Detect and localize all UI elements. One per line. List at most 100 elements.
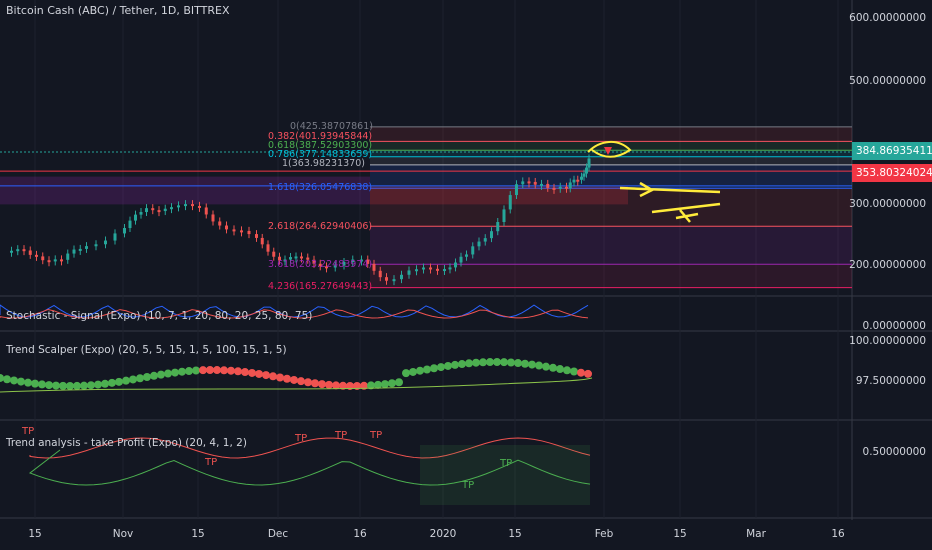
drawing-marker bbox=[604, 147, 612, 155]
red-box bbox=[370, 185, 628, 205]
candle-body bbox=[533, 181, 537, 185]
scalper-dot bbox=[472, 358, 480, 367]
scalper-dot bbox=[556, 365, 564, 374]
scalper-dot bbox=[304, 378, 312, 387]
scalper-dot bbox=[59, 381, 67, 390]
scalper-dot bbox=[171, 368, 179, 377]
scalper-dot bbox=[178, 367, 186, 376]
scalper-dot bbox=[528, 360, 536, 369]
date-label-10: 16 bbox=[831, 528, 845, 540]
scalper-dot bbox=[367, 381, 375, 390]
date-label-9: Mar bbox=[746, 528, 766, 540]
candle-body bbox=[294, 256, 298, 259]
candle-body bbox=[515, 184, 518, 196]
candle-body bbox=[400, 274, 403, 280]
scalper-dot bbox=[157, 370, 165, 379]
scalper-dot bbox=[332, 381, 340, 390]
candle-body bbox=[60, 259, 63, 262]
candle-body bbox=[312, 259, 316, 264]
scalper-dot bbox=[339, 381, 347, 390]
fib-label-8: 4.236(165.27649443) bbox=[268, 281, 373, 292]
candle-body bbox=[496, 222, 500, 232]
scalper-dot bbox=[66, 381, 74, 390]
scalper-dot bbox=[535, 361, 543, 370]
candle-body bbox=[204, 207, 208, 215]
scalper-dot bbox=[381, 380, 389, 389]
candle-body bbox=[218, 221, 222, 226]
scalper-dot bbox=[80, 381, 88, 390]
scalper-dot bbox=[514, 359, 522, 368]
candle-body bbox=[351, 259, 355, 263]
fib-label-7: 3.618(203.22483974) bbox=[268, 259, 373, 270]
candle-body bbox=[300, 256, 303, 259]
candle-body bbox=[527, 181, 531, 184]
fib-label-6: 2.618(264.62940406) bbox=[268, 221, 373, 232]
candle-body bbox=[580, 176, 583, 180]
date-label-8: 15 bbox=[673, 528, 687, 540]
candle-body bbox=[582, 173, 586, 177]
scalper-dot bbox=[129, 375, 137, 384]
candle-body bbox=[587, 158, 591, 168]
drawing-circle bbox=[587, 141, 632, 158]
candle-body bbox=[145, 208, 148, 213]
fib-zone-7 bbox=[370, 264, 852, 288]
candle-body bbox=[255, 234, 258, 238]
candle-body bbox=[448, 267, 452, 270]
date-label-7: Feb bbox=[594, 528, 614, 540]
price-label-600: 600.00000000 bbox=[849, 12, 926, 24]
candle-body bbox=[471, 246, 475, 255]
scalper-dot bbox=[451, 360, 459, 369]
scalper-dot bbox=[213, 366, 221, 375]
candle-body bbox=[85, 246, 88, 249]
candle-body bbox=[240, 230, 243, 233]
scalper-axis-top: 100.00000000 bbox=[849, 335, 926, 347]
candle-body bbox=[225, 225, 228, 230]
scalper-dot bbox=[584, 369, 592, 378]
scalper-dot bbox=[269, 372, 277, 381]
date-label-3: Dec bbox=[267, 528, 289, 540]
price-label-300: 300.00000000 bbox=[849, 198, 926, 210]
candle-body bbox=[318, 263, 322, 267]
analysis-green-zone bbox=[420, 445, 590, 505]
candle-body bbox=[325, 266, 328, 269]
scalper-dot bbox=[38, 380, 46, 389]
scalper-dot bbox=[10, 376, 18, 385]
candle-body bbox=[459, 256, 463, 263]
date-label-2: 15 bbox=[191, 528, 205, 540]
candle-body bbox=[372, 263, 376, 271]
fib-zone-4 bbox=[370, 164, 852, 189]
candle-body bbox=[490, 231, 493, 239]
analysis-red-line bbox=[29, 437, 591, 459]
candle-body bbox=[333, 265, 337, 268]
scalper-dot bbox=[220, 366, 228, 375]
analysis-axis-label: 0.50000000 bbox=[862, 446, 926, 458]
scalper-dot bbox=[234, 367, 242, 376]
tp-marker-0: TP bbox=[21, 426, 34, 437]
candle-body bbox=[157, 210, 161, 213]
scalper-dot bbox=[122, 376, 130, 385]
fib-zone-2 bbox=[370, 150, 852, 157]
candle-body bbox=[78, 248, 82, 251]
candle-body bbox=[128, 220, 132, 229]
candle-body bbox=[558, 186, 562, 189]
candle-body bbox=[266, 244, 270, 252]
scalper-dot bbox=[486, 358, 494, 367]
candle-body bbox=[28, 250, 32, 255]
scalper-dot bbox=[409, 367, 417, 376]
scalper-dot bbox=[164, 369, 172, 378]
scalper-dot bbox=[437, 363, 445, 372]
scalper-dot bbox=[24, 378, 32, 387]
fib-label-5: 1.618(326.05476838) bbox=[268, 182, 373, 193]
candle-body bbox=[521, 181, 525, 185]
scalper-dot bbox=[3, 375, 11, 384]
candle-body bbox=[443, 269, 446, 272]
fib-label-1: 0.382(401.93945844) bbox=[268, 131, 373, 142]
scalper-dot bbox=[115, 377, 123, 386]
candle-body bbox=[415, 269, 418, 272]
scalper-dot bbox=[73, 381, 81, 390]
scalper-dot bbox=[507, 358, 515, 367]
candle-body bbox=[16, 249, 20, 252]
chart-title: Bitcoin Cash (ABC) / Tether, 1D, BITTREX bbox=[6, 4, 230, 17]
candle-body bbox=[104, 240, 107, 245]
